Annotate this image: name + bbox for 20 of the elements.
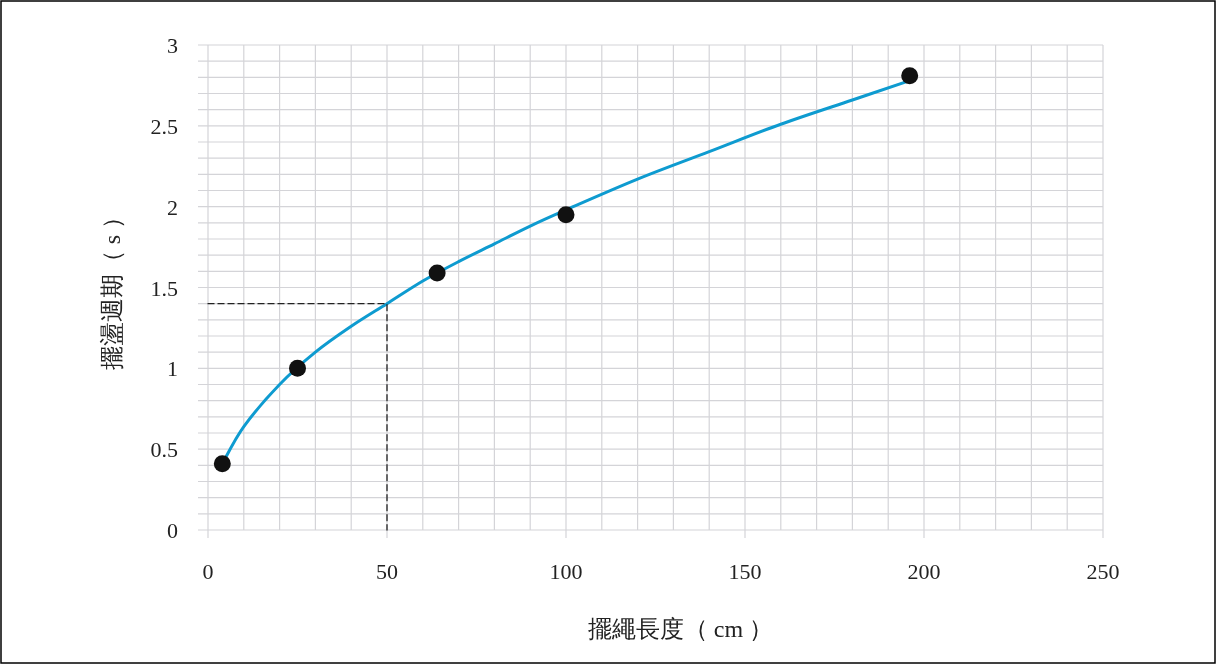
point: [213, 455, 231, 473]
x-tick-label: 200: [907, 559, 941, 584]
y-tick-label: 0.5: [150, 437, 178, 463]
y-tick-label: 1.5: [150, 275, 178, 301]
y-tick-label: 1: [167, 356, 178, 382]
y-tick-label: 2: [167, 194, 178, 220]
y-tick-label: 2.5: [150, 113, 178, 139]
x-tick-label: 50: [376, 559, 398, 584]
x-tick-label: 250: [1086, 559, 1120, 584]
point: [557, 206, 575, 224]
x-tick-label: 150: [728, 559, 762, 584]
y-axis-title: 擺盪週期（ s ）: [99, 204, 125, 371]
x-tick-label: 100: [549, 559, 583, 584]
point: [901, 67, 919, 85]
point: [289, 359, 306, 377]
x-tick-label: 0: [202, 559, 214, 584]
x-axis-title: 擺繩長度（ cm ）: [587, 616, 774, 642]
point: [428, 264, 446, 282]
y-tick-label: 3: [167, 33, 178, 58]
y-tick-label: 0: [167, 518, 178, 543]
